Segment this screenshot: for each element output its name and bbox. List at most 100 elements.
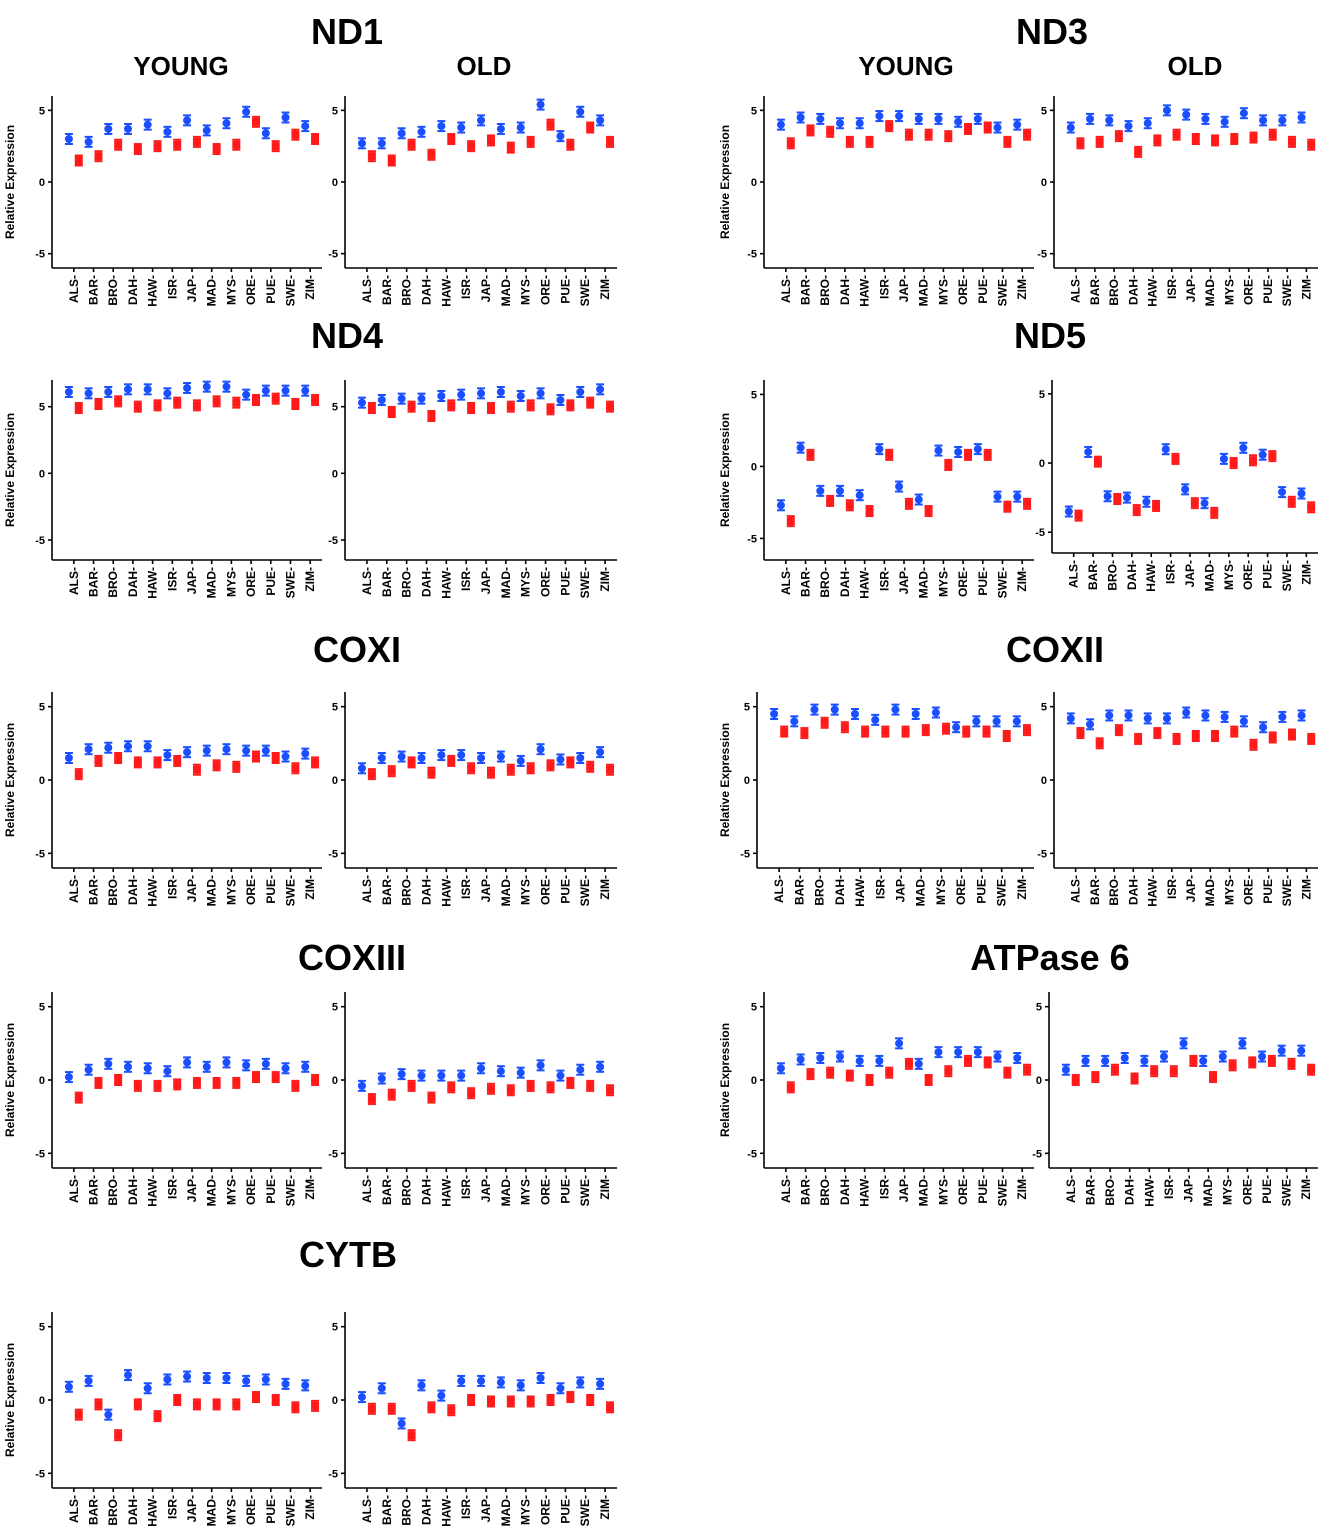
- point-red-zim: [606, 402, 615, 411]
- y-tick-label: 5: [39, 402, 45, 414]
- x-tick-label-haw: HAW-: [858, 567, 872, 599]
- x-tick-label-ore: ORE-: [1241, 560, 1255, 590]
- x-tick-label-haw: HAW-: [439, 875, 453, 907]
- x-tick-label-swe: SWE-: [995, 275, 1009, 306]
- point-blue-dah: [124, 1062, 132, 1071]
- point-red-ore: [1249, 133, 1258, 142]
- point-blue-bro: [397, 752, 406, 761]
- point-blue-swe: [576, 1378, 585, 1387]
- x-tick-label-bro: BRO-: [1107, 875, 1121, 906]
- x-tick-label-pue: PUE-: [976, 567, 990, 596]
- point-red-isr: [173, 1396, 182, 1404]
- x-tick-label-swe: SWE-: [995, 567, 1009, 598]
- point-red-dah: [133, 1081, 142, 1090]
- point-red-zim: [606, 765, 615, 774]
- panel-nd3-young: -5 0 5 Relative Expression ALS- BAR- BRO- DAH- H…: [718, 96, 1034, 307]
- y-tick-label: 5: [39, 1002, 45, 1014]
- x-tick-label-zim: ZIM-: [598, 275, 612, 300]
- point-red-isr: [885, 122, 894, 131]
- x-tick-label-bar: BAR-: [1086, 560, 1100, 590]
- point-blue-haw: [437, 1071, 446, 1080]
- x-tick-label-als: ALS-: [779, 567, 793, 595]
- point-blue-jap: [477, 116, 486, 125]
- y-tick-label: 0: [1041, 177, 1047, 189]
- point-red-bar: [1095, 137, 1104, 146]
- point-blue-bar: [1084, 447, 1093, 456]
- x-tick-label-dah: DAH-: [1125, 560, 1139, 590]
- x-tick-label-als: ALS-: [360, 567, 374, 595]
- point-blue-mys: [222, 382, 231, 391]
- y-tick-label: -5: [747, 533, 757, 545]
- x-tick-label-jap: JAP-: [1183, 560, 1197, 587]
- x-tick-label-mys: MYS-: [519, 567, 533, 597]
- point-red-bar: [387, 1404, 396, 1413]
- x-tick-label-pue: PUE-: [558, 1495, 572, 1524]
- point-blue-isr: [457, 1376, 466, 1385]
- point-blue-pue: [261, 1375, 270, 1384]
- x-tick-label-haw: HAW-: [439, 1175, 453, 1207]
- point-blue-pue: [972, 717, 981, 726]
- point-blue-mad: [202, 746, 211, 755]
- x-tick-label-pue: PUE-: [1261, 560, 1275, 589]
- point-red-mys: [944, 1067, 953, 1076]
- point-red-haw: [153, 758, 162, 767]
- point-blue-als: [64, 388, 73, 396]
- x-tick-label-pue: PUE-: [264, 1175, 278, 1204]
- y-tick-label: 5: [751, 389, 757, 401]
- point-red-swe: [1287, 730, 1296, 739]
- y-tick-label: 0: [332, 1075, 338, 1087]
- point-red-pue: [1268, 130, 1277, 139]
- y-tick-label: 5: [332, 1002, 338, 1014]
- x-tick-label-als: ALS-: [360, 1175, 374, 1203]
- y-tick-label: -5: [328, 535, 338, 547]
- point-red-dah: [427, 768, 436, 777]
- x-tick-label-mad: MAD-: [205, 1175, 219, 1206]
- point-blue-bar: [377, 754, 386, 762]
- x-tick-label-pue: PUE-: [1261, 875, 1275, 904]
- y-tick-label: 0: [744, 775, 750, 787]
- chart-nd4: ND4 -5 0 5 Relative Expression ALS- BAR- BRO- DA…: [3, 315, 617, 599]
- x-tick-label-isr: ISR-: [165, 275, 179, 299]
- point-red-isr: [1169, 1067, 1178, 1076]
- point-red-bro: [114, 140, 123, 149]
- x-tick-label-swe: SWE-: [283, 275, 297, 306]
- point-blue-swe: [576, 1065, 585, 1074]
- x-tick-label-jap: JAP-: [479, 275, 493, 302]
- x-tick-label-jap: JAP-: [479, 1495, 493, 1522]
- x-tick-label-bar: BAR-: [1088, 875, 1102, 905]
- point-blue-bar: [377, 1074, 386, 1083]
- point-blue-dah: [417, 394, 426, 403]
- point-red-als: [74, 770, 83, 779]
- x-tick-label-bar: BAR-: [87, 1175, 101, 1205]
- point-blue-dah: [124, 1371, 132, 1380]
- point-red-bar: [94, 1400, 103, 1409]
- point-blue-bar: [1086, 720, 1095, 729]
- y-tick-label: 0: [39, 1395, 45, 1407]
- point-blue-pue: [556, 755, 565, 764]
- point-blue-mys: [516, 392, 525, 400]
- point-red-bro: [114, 397, 123, 406]
- x-tick-label-ore: ORE-: [539, 875, 553, 905]
- point-blue-als: [64, 1382, 73, 1391]
- point-red-bro: [1114, 726, 1123, 735]
- y-tick-label: 0: [39, 775, 45, 787]
- point-red-bar: [1091, 1073, 1100, 1082]
- point-red-als: [367, 1095, 376, 1104]
- point-red-bar: [94, 400, 103, 408]
- x-tick-label-isr: ISR-: [459, 1495, 473, 1519]
- point-red-swe: [1003, 1068, 1012, 1077]
- point-blue-haw: [855, 119, 864, 128]
- point-red-dah: [427, 150, 436, 159]
- point-red-bar: [94, 1078, 103, 1087]
- point-red-isr: [1172, 130, 1181, 139]
- point-blue-swe: [1278, 116, 1287, 125]
- chart-title-atpase-6: ATPase 6: [970, 937, 1129, 978]
- point-red-dah: [1134, 147, 1143, 156]
- point-blue-haw: [1143, 119, 1152, 128]
- point-blue-zim: [301, 749, 310, 758]
- point-red-jap: [192, 137, 201, 146]
- point-blue-jap: [183, 116, 192, 125]
- point-red-als: [74, 1410, 83, 1419]
- point-blue-haw: [855, 1056, 864, 1065]
- x-tick-label-bar: BAR-: [87, 567, 101, 597]
